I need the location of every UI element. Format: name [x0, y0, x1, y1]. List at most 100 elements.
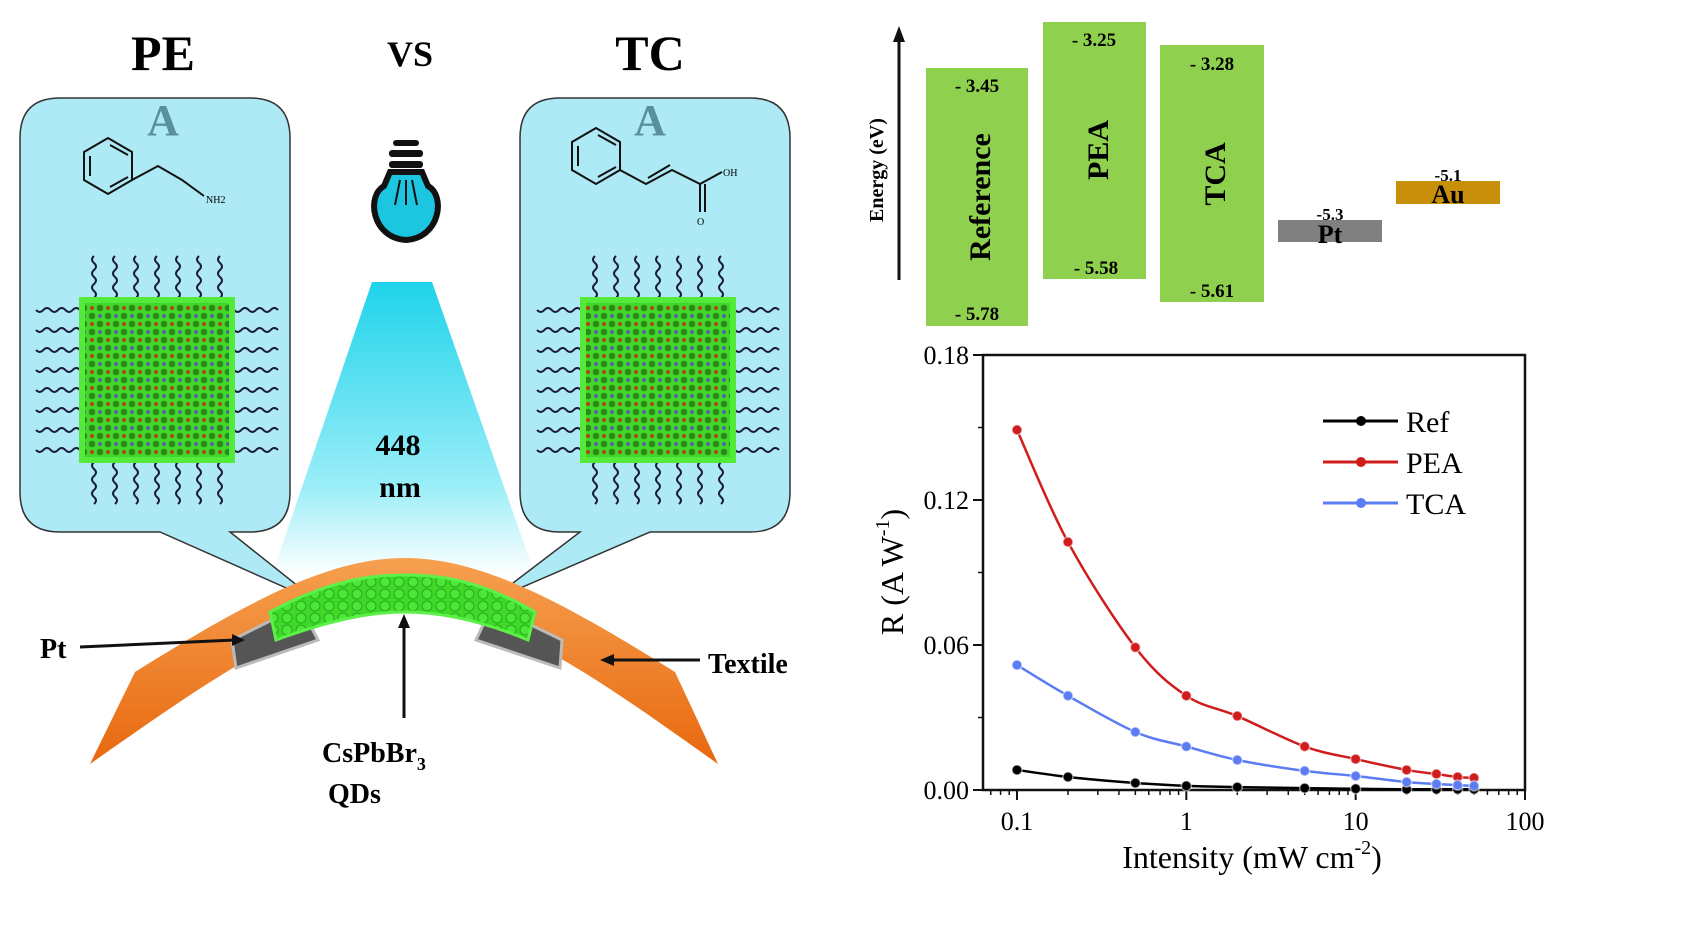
- lumo-value: - 3.28: [1190, 54, 1234, 75]
- ligand-chain: [536, 347, 582, 353]
- ligand-chain: [35, 367, 81, 373]
- data-point-pea: [1298, 740, 1311, 753]
- carbonyl-label: O: [697, 217, 704, 228]
- ligand-chain: [613, 461, 619, 505]
- ligand-chain: [718, 255, 724, 299]
- energy-bar-tca: - 3.28 TCA - 5.61: [1160, 45, 1264, 302]
- amine-group-label: NH2: [206, 195, 225, 206]
- device-schematic: PE VS TC 448 nm A NH2 A: [19, 25, 791, 810]
- data-point-ref: [1231, 781, 1244, 793]
- x-tick-label: 100: [1506, 807, 1545, 836]
- left-ligand-bubble: A NH2: [19, 96, 319, 603]
- data-point-pea: [1011, 424, 1023, 436]
- hydroxyl-label: OH: [723, 168, 737, 179]
- ligand-chain: [35, 307, 81, 313]
- au-level: -5.1: [1435, 166, 1462, 185]
- light-beam: [272, 282, 535, 575]
- qds-arrow-icon: [398, 614, 410, 718]
- data-point-tca: [1468, 780, 1480, 792]
- y-tick-label: 0.06: [924, 631, 970, 660]
- data-point-pea: [1468, 772, 1480, 784]
- au-work-function: -5.1 Au: [1396, 166, 1500, 209]
- pt-label: Pt: [40, 634, 67, 665]
- ligand-chain: [536, 367, 582, 373]
- ligand-chain: [133, 255, 139, 299]
- data-point-ref: [1451, 783, 1464, 796]
- data-point-tca: [1062, 690, 1074, 702]
- data-point-ref: [1468, 783, 1480, 796]
- data-point-tca: [1430, 778, 1443, 790]
- ligand-chain: [91, 255, 97, 299]
- lumo-value: - 3.45: [955, 76, 999, 97]
- ligand-chain: [592, 461, 598, 505]
- legend-label: PEA: [1406, 447, 1463, 480]
- x-tick-label: 0.1: [1001, 807, 1034, 836]
- ligand-chain: [233, 367, 279, 373]
- wavelength-value: 448: [376, 429, 421, 462]
- legend-label: TCA: [1406, 488, 1466, 521]
- energy-bar-pea: - 3.25 PEA - 5.58: [1043, 22, 1146, 279]
- ligand-chain: [634, 255, 640, 299]
- data-point-tca: [1180, 740, 1193, 753]
- vs-label: VS: [387, 34, 433, 74]
- left-quantum-dot: [79, 297, 235, 463]
- ligand-chain: [35, 327, 81, 333]
- energy-ylabel: Energy (eV): [866, 118, 888, 222]
- legend-marker: [1356, 498, 1366, 508]
- ligand-chain: [634, 461, 640, 505]
- ligand-chain: [718, 461, 724, 505]
- left-title: PE: [131, 25, 195, 81]
- ligand-chain: [734, 447, 780, 453]
- ligand-chain: [112, 255, 118, 299]
- ligand-chain: [734, 347, 780, 353]
- data-point-tca: [1231, 754, 1244, 766]
- bar-label: PEA: [1082, 120, 1115, 180]
- ligand-chain: [233, 307, 279, 313]
- data-point-pea: [1062, 536, 1074, 548]
- left-ligand-chains: [35, 255, 279, 505]
- legend-marker: [1356, 416, 1366, 426]
- homo-value: - 5.58: [1074, 258, 1118, 279]
- ligand-chain: [536, 387, 582, 393]
- data-point-ref: [1400, 783, 1413, 796]
- series-layer: [1011, 424, 1480, 796]
- ligand-chain: [133, 461, 139, 505]
- ligand-chain: [154, 255, 160, 299]
- textile-arrow-icon: [600, 654, 700, 666]
- pt-electrode-label: Pt: [1318, 220, 1343, 249]
- data-point-tca: [1349, 770, 1362, 782]
- data-point-tca: [1400, 776, 1413, 788]
- series-line-tca: [1016, 663, 1475, 788]
- au-electrode-label: Au: [1431, 180, 1464, 209]
- ligand-chain: [734, 307, 780, 313]
- pt-level: -5.3: [1317, 205, 1344, 224]
- ligand-chain: [613, 255, 619, 299]
- data-point-ref: [1298, 782, 1311, 794]
- qds-label-line2: QDs: [328, 779, 381, 810]
- ligand-chain: [35, 387, 81, 393]
- right-ligand-bubble: A OH O: [487, 96, 791, 603]
- light-bulb-icon: [371, 140, 441, 244]
- energy-axis-arrow-icon: [893, 26, 905, 280]
- ligand-chain: [217, 255, 223, 299]
- y-tick-label: 0.18: [924, 341, 970, 370]
- y-tick-label: 0.00: [924, 776, 970, 805]
- right-bubble-letter: A: [634, 96, 666, 145]
- ligand-chain: [536, 427, 582, 433]
- ligand-chain: [734, 327, 780, 333]
- y-tick-label: 0.12: [924, 486, 970, 515]
- data-point-pea: [1400, 764, 1413, 776]
- right-ligand-chains: [536, 255, 780, 505]
- data-point-pea: [1129, 641, 1142, 654]
- ligand-chain: [91, 461, 97, 505]
- data-point-tca: [1298, 765, 1311, 777]
- lumo-value: - 3.25: [1072, 30, 1116, 51]
- ligand-chain: [697, 461, 703, 505]
- ligand-chain: [233, 447, 279, 453]
- textile-substrate: [90, 558, 718, 764]
- ligand-chain: [734, 427, 780, 433]
- energy-level-diagram: Energy (eV) - 3.45 Reference - 5.78 - 3.…: [866, 22, 1500, 326]
- ligand-chain: [233, 387, 279, 393]
- data-point-tca: [1011, 659, 1023, 671]
- phenethylamine-molecule: [83, 136, 205, 197]
